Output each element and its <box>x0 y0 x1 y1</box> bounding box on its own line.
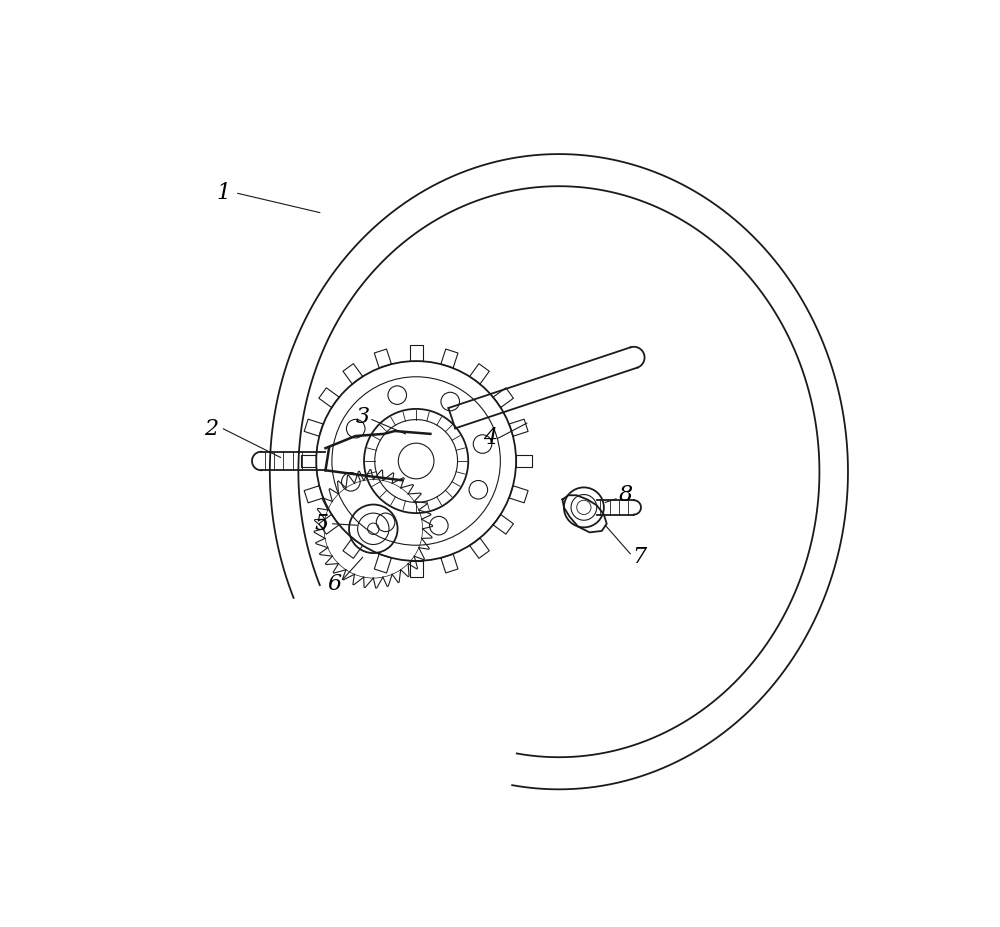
Text: 7: 7 <box>632 546 647 568</box>
Text: 6: 6 <box>327 573 341 595</box>
Text: 5: 5 <box>315 513 329 535</box>
Text: 4: 4 <box>483 427 497 450</box>
Text: 8: 8 <box>618 484 632 506</box>
Text: 2: 2 <box>204 418 218 440</box>
Text: 1: 1 <box>216 183 230 204</box>
Text: 3: 3 <box>356 406 370 427</box>
